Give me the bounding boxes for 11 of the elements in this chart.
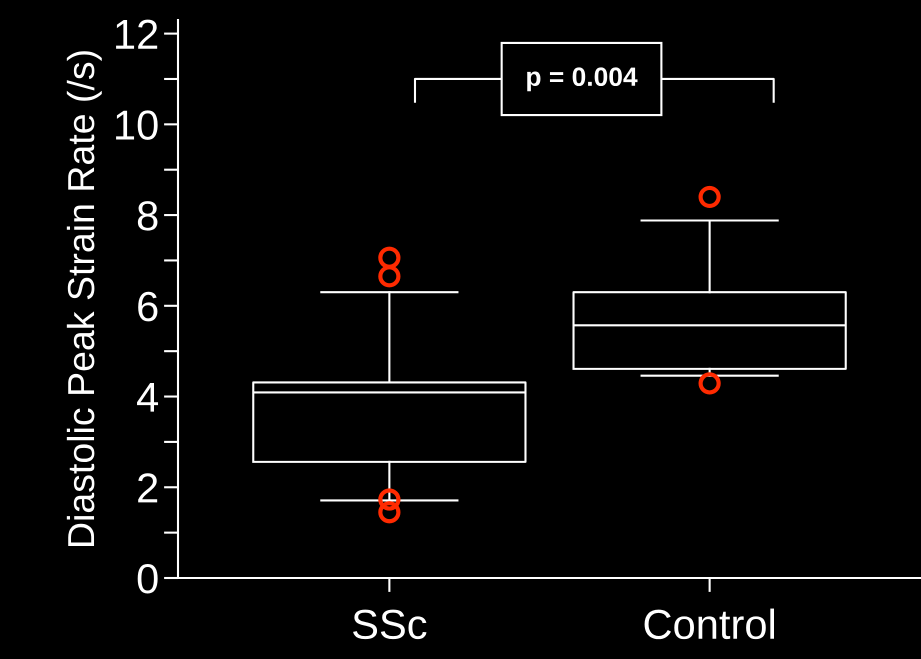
y-tick-label: 12 — [116, 20, 158, 49]
y-tick-label: 4 — [137, 382, 158, 412]
x-tick-label: Control — [644, 608, 774, 640]
x-tick-label: SSc — [353, 610, 426, 640]
y-tick-label: 0 — [138, 564, 158, 594]
y-tick-label: 2 — [138, 473, 158, 502]
y-tick-label: 8 — [138, 201, 158, 231]
annotation: p = 0.004 — [527, 67, 638, 92]
y-axis-title: Diastolic Peak Strain Rate (/s) — [66, 51, 102, 546]
y-tick-label: 10 — [116, 110, 158, 140]
y-tick-label: 6 — [138, 292, 158, 322]
